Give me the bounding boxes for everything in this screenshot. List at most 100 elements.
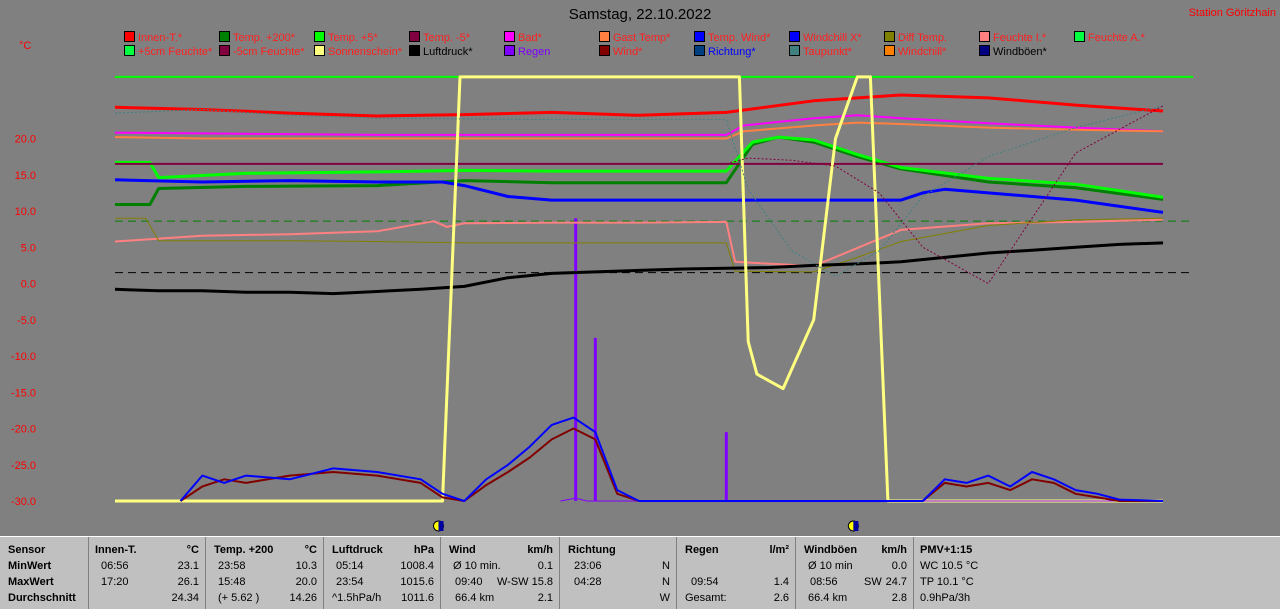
legend-label: Gast Temp* [613, 32, 671, 44]
legend-label: Temp. +200* [233, 32, 296, 44]
y-tick-label: 20.0 [15, 134, 36, 146]
legend-swatch [409, 45, 420, 56]
series-line-taupunkt [114, 105, 1164, 277]
innen-min-time: 06:56 [101, 560, 129, 572]
legend-label: Windchill* [898, 46, 947, 58]
richtung-r2: N [662, 576, 670, 588]
row-label-max: MaxWert [8, 576, 54, 588]
legend-item-sonnenschein: Sonnenschein* [314, 45, 402, 58]
regen-total: 2.6 [773, 592, 789, 604]
y-tick-label: -25.0 [11, 460, 36, 472]
legend-swatch [124, 45, 135, 56]
legend-swatch [979, 45, 990, 56]
series-line-gast-temp [114, 121, 1164, 140]
boeen-mean: 2.8 [891, 592, 907, 604]
legend-swatch [884, 45, 895, 56]
temp200-avg-extra: (+ 5.62 ) [218, 592, 260, 604]
sun-marker-shade [853, 521, 859, 531]
wind-max-dir: W-SW [497, 576, 529, 588]
y-tick-label: -15.0 [11, 387, 36, 399]
legend-swatch [789, 31, 800, 42]
legend-label: Temp. +5* [328, 32, 378, 44]
wind-title: Wind [449, 544, 476, 556]
legend-item-temp-200: Temp. +200* [219, 31, 295, 44]
series-line-windb-en [179, 416, 1164, 502]
legend-item-luftdruck: Luftdruck* [409, 45, 473, 58]
temp200-unit: °C [304, 544, 317, 556]
legend-label: Regen [518, 46, 551, 58]
legend-label: Taupunkt* [803, 46, 852, 58]
boeen-title: Windböen [804, 544, 858, 556]
legend-label: Diff Temp. [898, 32, 948, 44]
temp200-min: 10.3 [295, 560, 317, 572]
innen-column: Innen-T. °C 06:56 23.1 17:20 26.1 24.34 [88, 537, 205, 609]
innen-min: 23.1 [177, 560, 199, 572]
legend-item-bad: Bad* [504, 31, 542, 44]
legend-label: Luftdruck* [423, 46, 473, 58]
druck-trend: ^1.5hPa/h [332, 592, 382, 604]
series-line-luftdruck [114, 241, 1164, 296]
regen-max-time: 09:54 [691, 576, 719, 588]
wind-max-time: 09:40 [455, 576, 483, 588]
boeen-unit: km/h [881, 544, 907, 556]
regen-unit: l/m² [769, 544, 789, 556]
temp200-max-time: 15:48 [218, 576, 246, 588]
richtung-r1-time: 23:06 [574, 560, 602, 572]
sun-marker-shade [438, 521, 444, 531]
richtung-r3: W [659, 592, 670, 604]
legend-item-diff-temp: Diff Temp. [884, 31, 947, 44]
plot-area [115, 66, 1163, 501]
legend-label: Innen-T.* [138, 32, 183, 44]
richtung-title: Richtung [568, 544, 616, 556]
statistics-panel: Sensor MinWert MaxWert Durchschnitt Inne… [0, 536, 1280, 609]
innen-avg: 24.34 [171, 592, 199, 604]
page-title: Samstag, 22.10.2022 [568, 6, 712, 23]
pmv-pressure-trend: 0.9hPa/3h [920, 592, 971, 604]
pmv-windchill: WC 10.5 °C [920, 560, 979, 572]
legend-item-5cm-feuchte: -5cm Feuchte* [219, 45, 305, 58]
legend-label: Windchill X* [803, 32, 862, 44]
row-label-min: MinWert [8, 560, 52, 572]
wind-distance: 66.4 km [455, 592, 495, 604]
legend-item-temp-wind: Temp. Wind* [694, 31, 770, 44]
regen-max: 1.4 [773, 576, 789, 588]
druck-unit: hPa [413, 544, 434, 556]
row-labels-column: Sensor MinWert MaxWert Durchschnitt [0, 537, 88, 609]
series-line-wind [179, 427, 1163, 502]
pmv-title: PMV+1:15 [920, 544, 973, 556]
series-line-temp-wind [114, 178, 1164, 214]
regen-total-label: Gesamt: [685, 592, 727, 604]
y-tick-label: -5.0 [17, 315, 36, 327]
legend-swatch [504, 45, 515, 56]
legend-item-regen: Regen [504, 45, 550, 58]
druck-min-time: 05:14 [336, 560, 364, 572]
row-label-avg: Durchschnitt [8, 592, 76, 604]
richtung-r1: N [662, 560, 670, 572]
weather-chart: 20.0 15.0 10.0 5.0 0.0 -5.0 -10.0 -15.0 -20.0 -25… [10, 66, 1193, 532]
richtung-column: Richtung 23:06 N 04:28 N W [559, 537, 676, 609]
legend-item-temp-5: Temp. +5* [314, 31, 378, 44]
legend-label: +5cm Feuchte* [138, 46, 213, 58]
y-tick-label: -20.0 [11, 424, 36, 436]
series-line-bad [114, 114, 1164, 136]
temp200-avg: 14.26 [289, 592, 317, 604]
druck-min: 1008.4 [400, 560, 434, 572]
boeen-avg-label: Ø 10 min [808, 560, 853, 572]
legend-swatch [504, 31, 515, 42]
legend-item-5cm-feuchte: +5cm Feuchte* [124, 45, 212, 58]
y-axis-unit: °C [19, 40, 32, 52]
regen-column: Regen l/m² 09:54 1.4 Gesamt: 2.6 [676, 537, 795, 609]
legend-label: Bad* [518, 32, 542, 44]
series-line-innen-t [114, 93, 1164, 118]
druck-max: 1015.6 [400, 576, 434, 588]
legend-item-feuchte-i: Feuchte I.* [979, 31, 1046, 44]
legend-item-innen-t: Innen-T.* [124, 31, 182, 44]
innen-title: Innen-T. [95, 544, 137, 556]
legend-swatch [599, 31, 610, 42]
row-label-sensor: Sensor [8, 544, 46, 556]
legend-swatch [694, 31, 705, 42]
y-tick-label: 10.0 [15, 206, 36, 218]
innen-max: 26.1 [177, 576, 199, 588]
temp200-max: 20.0 [295, 576, 317, 588]
wind-column: Wind km/h Ø 10 min. 0.1 09:40 W-SW 15.8 … [440, 537, 559, 609]
